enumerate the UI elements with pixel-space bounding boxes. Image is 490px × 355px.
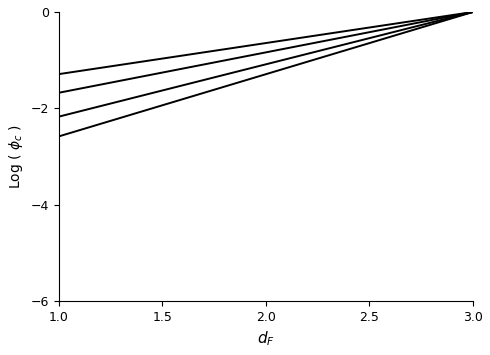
Y-axis label: Log ( $\phi_c$ ): Log ( $\phi_c$ ) (7, 124, 25, 189)
X-axis label: $d_F$: $d_F$ (257, 329, 275, 348)
